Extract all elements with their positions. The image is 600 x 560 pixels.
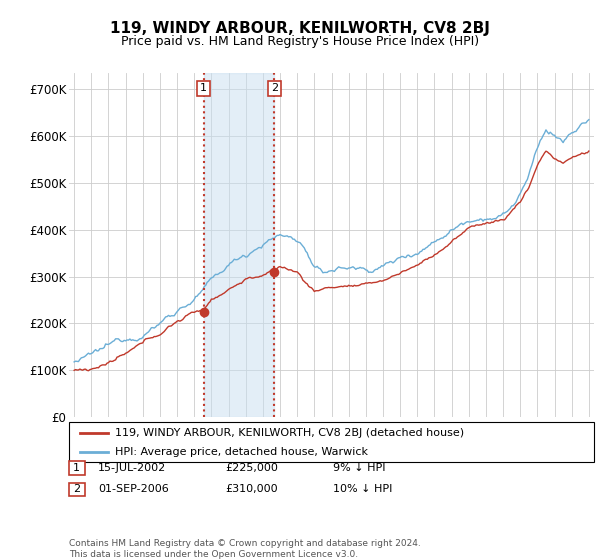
Text: 119, WINDY ARBOUR, KENILWORTH, CV8 2BJ (detached house): 119, WINDY ARBOUR, KENILWORTH, CV8 2BJ (… [115,428,464,438]
Text: Contains HM Land Registry data © Crown copyright and database right 2024.
This d: Contains HM Land Registry data © Crown c… [69,539,421,559]
Text: £310,000: £310,000 [225,484,278,494]
Text: 01-SEP-2006: 01-SEP-2006 [98,484,169,494]
Text: 1: 1 [200,83,207,94]
Text: 9% ↓ HPI: 9% ↓ HPI [333,463,386,473]
Bar [203,73,274,417]
Text: 2: 2 [271,83,278,94]
Text: £225,000: £225,000 [225,463,278,473]
Text: 2: 2 [73,484,80,494]
Text: 119, WINDY ARBOUR, KENILWORTH, CV8 2BJ: 119, WINDY ARBOUR, KENILWORTH, CV8 2BJ [110,21,490,36]
Text: Price paid vs. HM Land Registry's House Price Index (HPI): Price paid vs. HM Land Registry's House … [121,35,479,48]
Text: 10% ↓ HPI: 10% ↓ HPI [333,484,392,494]
Text: HPI: Average price, detached house, Warwick: HPI: Average price, detached house, Warw… [115,447,368,457]
Text: 1: 1 [73,463,80,473]
Text: 15-JUL-2002: 15-JUL-2002 [98,463,166,473]
